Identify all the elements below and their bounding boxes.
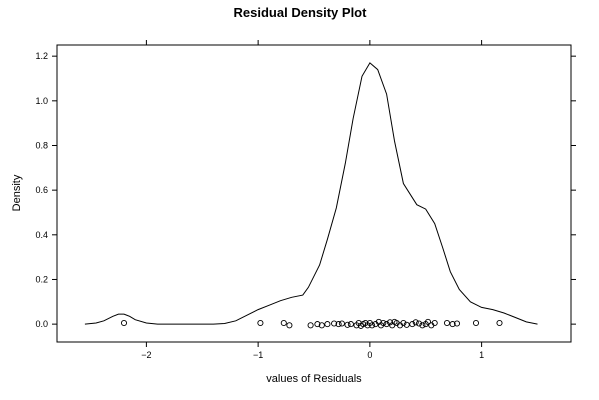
x-tick-label: −2 <box>141 350 151 360</box>
residual-point <box>400 319 407 327</box>
residual-point <box>496 319 503 327</box>
y-tick-label: 1.2 <box>35 51 48 61</box>
y-tick-label: 0.6 <box>35 185 48 195</box>
x-tick-label: 0 <box>367 350 372 360</box>
residual-point <box>453 320 461 327</box>
residual-points <box>120 318 503 329</box>
x-axis: −2 −1 0 1 <box>141 40 484 360</box>
residual-point <box>335 321 342 328</box>
residual-point <box>120 319 128 327</box>
residual-point <box>449 321 456 328</box>
y-tick-label: 1.0 <box>35 96 48 106</box>
residual-point <box>409 321 416 328</box>
y-tick-label: 0.8 <box>35 140 48 150</box>
x-tick-label: 1 <box>479 350 484 360</box>
residual-point <box>280 319 287 327</box>
y-axis: 0.0 0.2 0.4 0.6 0.8 1.0 1.2 <box>35 51 576 329</box>
residual-point <box>338 320 345 327</box>
residual-point <box>318 322 325 329</box>
residual-point <box>415 320 423 327</box>
y-tick-label: 0.2 <box>35 274 48 284</box>
residual-point <box>286 322 293 329</box>
residual-point <box>424 318 432 325</box>
residual-point <box>443 319 451 327</box>
residual-point <box>331 320 338 327</box>
residual-point <box>380 319 387 327</box>
residual-point <box>472 319 480 327</box>
residual-point <box>431 319 438 327</box>
residual-point <box>257 319 264 327</box>
y-tick-label: 0.0 <box>35 319 48 329</box>
x-tick-label: −1 <box>253 350 263 360</box>
residual-point <box>419 322 426 329</box>
y-axis-label: Density <box>11 174 23 211</box>
residual-point <box>383 321 390 328</box>
residual-point <box>347 321 354 328</box>
residual-point <box>403 321 410 328</box>
plot-frame <box>56 44 572 343</box>
chart-title: Residual Density Plot <box>234 5 368 20</box>
residual-point <box>344 321 351 328</box>
residual-point <box>307 322 314 329</box>
residual-point <box>412 319 419 326</box>
residual-point <box>314 321 321 328</box>
density-line <box>84 62 538 325</box>
residual-point <box>324 321 331 328</box>
y-tick-label: 0.4 <box>35 230 48 240</box>
residual-point <box>369 322 376 329</box>
x-axis-label: values of Residuals <box>266 373 362 385</box>
